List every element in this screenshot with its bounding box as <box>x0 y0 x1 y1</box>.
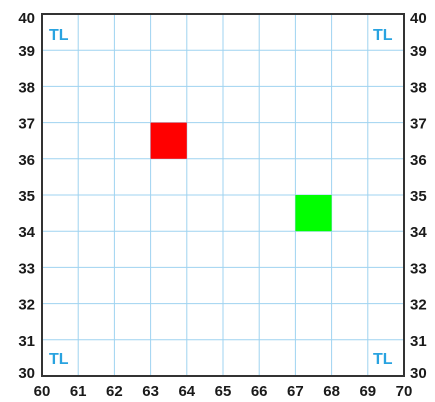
y-tick-label-right: 35 <box>410 188 427 205</box>
y-tick-label-right: 32 <box>410 297 427 314</box>
x-tick-label: 63 <box>142 383 159 400</box>
y-tick-label-left: 36 <box>18 152 35 169</box>
y-tick-label-left: 40 <box>18 10 35 27</box>
corner-label-top-right: TL <box>373 27 393 44</box>
y-tick-label-left: 30 <box>18 365 35 382</box>
map-frame <box>41 13 405 377</box>
y-tick-label-left: 38 <box>18 79 35 96</box>
green-square-marker <box>295 195 332 232</box>
corner-label-bottom-left: TL <box>49 351 69 368</box>
y-tick-label-left: 35 <box>18 188 35 205</box>
y-tick-label-right: 38 <box>410 79 427 96</box>
corner-label-top-left: TL <box>49 27 69 44</box>
x-tick-label: 69 <box>359 383 376 400</box>
x-tick-label: 70 <box>396 383 413 400</box>
y-tick-label-right: 39 <box>410 43 427 60</box>
corner-label-bottom-right: TL <box>373 351 393 368</box>
x-tick-label: 66 <box>251 383 268 400</box>
x-tick-label: 60 <box>34 383 51 400</box>
x-tick-label: 67 <box>287 383 304 400</box>
y-tick-label-right: 37 <box>410 116 427 133</box>
y-tick-label-right: 30 <box>410 365 427 382</box>
grid-lines <box>42 14 404 376</box>
y-tick-label-right: 31 <box>410 333 427 350</box>
red-square-marker <box>150 122 187 159</box>
y-tick-label-left: 34 <box>18 224 35 241</box>
x-tick-label: 68 <box>323 383 340 400</box>
markers <box>150 122 332 232</box>
x-tick-label: 64 <box>178 383 195 400</box>
y-tick-label-left: 39 <box>18 43 35 60</box>
y-tick-label-right: 36 <box>410 152 427 169</box>
y-tick-label-left: 31 <box>18 333 35 350</box>
y-tick-label-right: 33 <box>410 260 427 277</box>
y-tick-label-right: 40 <box>410 10 427 27</box>
y-tick-label-left: 33 <box>18 260 35 277</box>
y-tick-label-right: 34 <box>410 224 427 241</box>
x-tick-label: 62 <box>106 383 123 400</box>
x-tick-label: 65 <box>215 383 232 400</box>
y-tick-label-left: 32 <box>18 297 35 314</box>
x-tick-label: 61 <box>70 383 87 400</box>
y-tick-label-left: 37 <box>18 116 35 133</box>
